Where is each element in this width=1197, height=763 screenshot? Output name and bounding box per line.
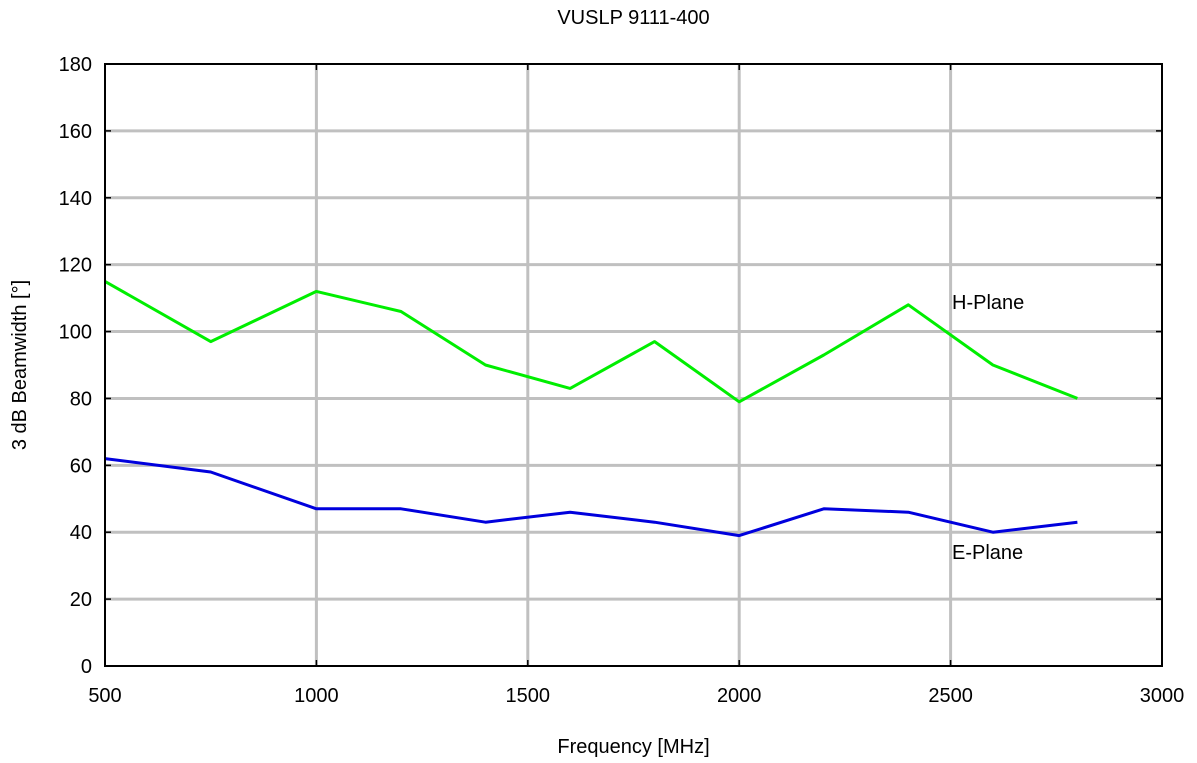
y-tick-label: 140 [59, 188, 92, 210]
x-tick-label: 2500 [928, 685, 973, 707]
series-line-h-plane [104, 280, 1078, 404]
x-tick-label: 1000 [294, 685, 339, 707]
series-label-e-plane: E-Plane [952, 542, 1023, 564]
y-tick-label: 80 [70, 388, 92, 410]
axis-ticks [104, 63, 1163, 667]
series-line-e-plane [104, 457, 1078, 538]
y-tick-label: 0 [81, 656, 92, 678]
plot-series [104, 280, 1078, 538]
y-axis-title: 3 dB Beamwidth [°] [9, 280, 31, 450]
y-axis-tick-labels: 0 20 40 60 80 100 120 140 160 180 [59, 54, 92, 678]
x-axis-title: Frequency [MHz] [557, 736, 709, 758]
y-tick-label: 60 [70, 455, 92, 477]
grid [105, 64, 1162, 666]
y-tick-label: 160 [59, 121, 92, 143]
y-tick-label: 120 [59, 255, 92, 277]
y-tick-label: 100 [59, 322, 92, 344]
x-tick-label: 1500 [506, 685, 551, 707]
series-labels: H-Plane E-Plane [952, 292, 1024, 564]
y-tick-label: 20 [70, 589, 92, 611]
x-tick-label: 3000 [1140, 685, 1185, 707]
chart-title: VUSLP 9111-400 [557, 7, 709, 29]
x-tick-label: 500 [88, 685, 121, 707]
plot-frame [104, 63, 1163, 667]
y-tick-label: 40 [70, 522, 92, 544]
y-tick-label: 180 [59, 54, 92, 76]
x-axis-tick-labels: 500 1000 1500 2000 2500 3000 [88, 685, 1184, 707]
x-tick-label: 2000 [717, 685, 762, 707]
series-label-h-plane: H-Plane [952, 292, 1024, 314]
